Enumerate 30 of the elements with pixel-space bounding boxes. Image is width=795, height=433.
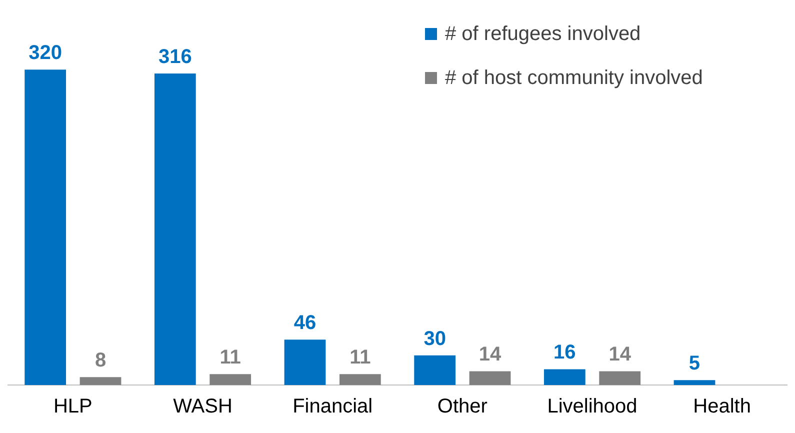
bar [599,371,641,385]
legend-label: # of host community involved [445,66,703,90]
legend-label: # of refugees involved [445,22,641,46]
x-tick-label: Health [693,396,751,418]
bar [80,377,122,385]
data-label: 5 [688,352,700,375]
bar [24,70,66,385]
data-label: 14 [478,344,502,366]
x-tick-label: Livelihood [547,396,638,418]
x-tick-label: HLP [53,396,92,418]
data-label: 11 [220,346,241,369]
bar [544,369,586,385]
bar [154,74,196,385]
bar [210,374,252,385]
data-label: 46 [294,312,316,334]
data-label: 316 [158,46,192,68]
data-label: 14 [608,344,632,366]
bar [674,380,716,385]
x-tick-label: Other [437,396,488,418]
data-label: 11 [350,346,371,369]
bar [284,340,326,385]
x-tick-label: Financial [292,396,373,418]
bar [339,374,381,385]
data-label: 8 [94,350,106,372]
x-tick-label: WASH [173,396,232,418]
data-label: 30 [424,328,446,350]
bar [469,371,511,385]
data-label: 16 [554,342,576,364]
data-label: 320 [28,42,62,64]
bar [414,355,456,385]
